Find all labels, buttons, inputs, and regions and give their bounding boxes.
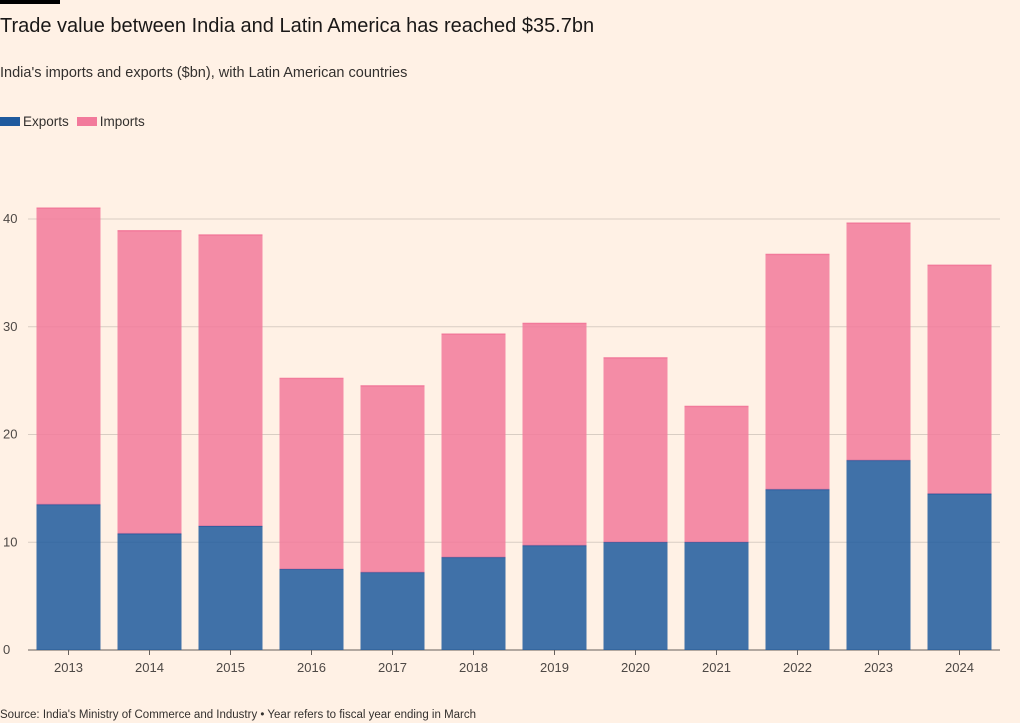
- x-tick-label-2024: 2024: [945, 660, 974, 675]
- top-rule: [0, 0, 60, 4]
- bar-exports-2020: [603, 542, 668, 650]
- chart-subtitle: India's imports and exports ($bn), with …: [0, 65, 408, 81]
- bar-exports-2018: [441, 557, 506, 650]
- bar-exports-2017: [360, 572, 425, 650]
- bar-imports-2016: [279, 378, 344, 570]
- bar-imports-2017: [360, 386, 425, 573]
- bar-imports-2019: [522, 323, 587, 546]
- legend-item-imports: Imports: [76, 114, 145, 129]
- bar-exports-2015: [198, 526, 263, 650]
- bar-imports-2021: [684, 406, 749, 543]
- x-tick-label-2018: 2018: [459, 660, 488, 675]
- stacked-bar-chart: 0 10 20 30 40 2013 2014 2015 2016 2017 2018 2019 202…: [3, 207, 1000, 675]
- legend-swatch-imports: [76, 117, 97, 126]
- source-note: Source: India's Ministry of Commerce and…: [0, 709, 477, 721]
- bar-exports-2019: [522, 545, 587, 650]
- legend-swatch-exports: [0, 117, 20, 126]
- bar-exports-2013: [36, 504, 101, 650]
- bar-imports-2013: [36, 208, 101, 505]
- legend-label-imports: Imports: [99, 114, 145, 129]
- bar-exports-2022: [765, 489, 830, 650]
- legend-label-exports: Exports: [23, 114, 69, 129]
- x-tick-label-2015: 2015: [216, 660, 245, 675]
- y-tick-label-20: 20: [3, 427, 17, 442]
- legend-item-exports: Exports: [0, 114, 69, 129]
- chart-title: Trade value between India and Latin Amer…: [0, 15, 595, 37]
- x-tick-label-2019: 2019: [540, 660, 569, 675]
- bar-imports-2020: [603, 357, 668, 543]
- bar-imports-2018: [441, 334, 506, 558]
- bar-exports-2023: [846, 460, 911, 650]
- bar-exports-2021: [684, 542, 749, 650]
- bar-imports-2023: [846, 223, 911, 461]
- bar-imports-2015: [198, 235, 263, 527]
- y-tick-label-40: 40: [3, 211, 17, 226]
- bar-imports-2022: [765, 254, 830, 490]
- legend: Exports Imports: [0, 114, 153, 129]
- x-tick-label-2016: 2016: [297, 660, 326, 675]
- x-tick-label-2020: 2020: [621, 660, 650, 675]
- x-tick-label-2017: 2017: [378, 660, 407, 675]
- bar-exports-2014: [117, 533, 182, 650]
- y-tick-label-10: 10: [3, 534, 17, 549]
- y-tick-label-30: 30: [3, 319, 17, 334]
- bar-exports-2016: [279, 569, 344, 650]
- y-tick-label-0: 0: [3, 642, 10, 657]
- x-tick-label-2023: 2023: [864, 660, 893, 675]
- x-tick-label-2022: 2022: [783, 660, 812, 675]
- x-tick-label-2014: 2014: [135, 660, 164, 675]
- x-tick-label-2013: 2013: [54, 660, 83, 675]
- bar-imports-2024: [927, 265, 992, 494]
- x-tick-label-2021: 2021: [702, 660, 731, 675]
- bar-imports-2014: [117, 230, 182, 534]
- bar-exports-2024: [927, 493, 992, 650]
